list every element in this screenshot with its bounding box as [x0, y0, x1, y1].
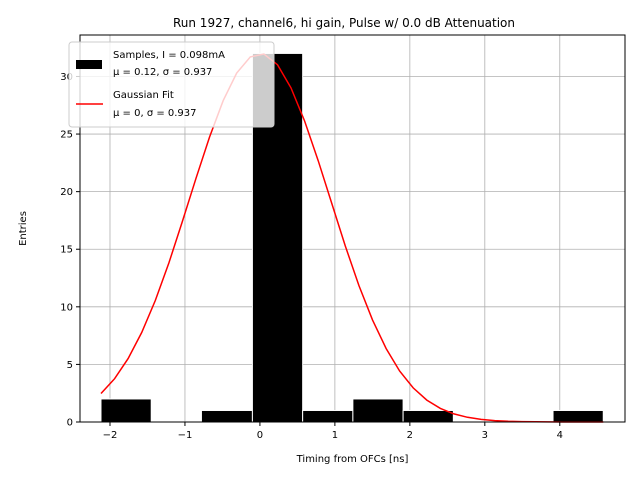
y-tick-label: 10 [60, 302, 73, 313]
x-tick-label: −2 [103, 430, 118, 441]
axes-frame [79, 34, 626, 423]
histogram-bar [100, 398, 152, 423]
histogram-bar [402, 409, 454, 423]
y-tick-label: 15 [60, 245, 73, 256]
axis-ticks: −2 −1 0 1 2 3 4 0 5 10 15 20 25 30 [60, 72, 563, 441]
y-tick-label: 5 [67, 360, 73, 371]
y-tick-label: 25 [60, 130, 73, 141]
histogram-bar [352, 398, 404, 423]
x-tick-label: 4 [557, 430, 563, 441]
legend-samples-swatch [76, 60, 102, 69]
x-tick-label: 0 [257, 430, 263, 441]
y-tick-label: 20 [60, 187, 73, 198]
chart-title: Run 1927, channel6, hi gain, Pulse w/ 0.… [173, 16, 515, 30]
y-tick-label: 30 [60, 72, 73, 83]
legend-samples-stats: μ = 0.12, σ = 0.937 [113, 67, 212, 78]
legend: Samples, I = 0.098mA μ = 0.12, σ = 0.937… [68, 41, 275, 128]
legend-fit-label: Gaussian Fit [113, 90, 174, 101]
legend-box [68, 41, 275, 128]
histogram-bar [552, 409, 604, 423]
x-tick-label: 2 [407, 430, 413, 441]
legend-samples-label: Samples, I = 0.098mA [113, 50, 225, 61]
x-axis-label: Timing from OFCs [ns] [296, 454, 409, 465]
x-tick-label: 3 [482, 430, 488, 441]
y-tick-label: 0 [67, 418, 73, 429]
x-tick-label: −1 [178, 430, 193, 441]
x-tick-label: 1 [332, 430, 338, 441]
histogram-bar [200, 409, 253, 423]
y-axis-label: Entries [18, 211, 29, 246]
legend-fit-stats: μ = 0, σ = 0.937 [113, 108, 197, 119]
histogram-bar [302, 409, 354, 423]
